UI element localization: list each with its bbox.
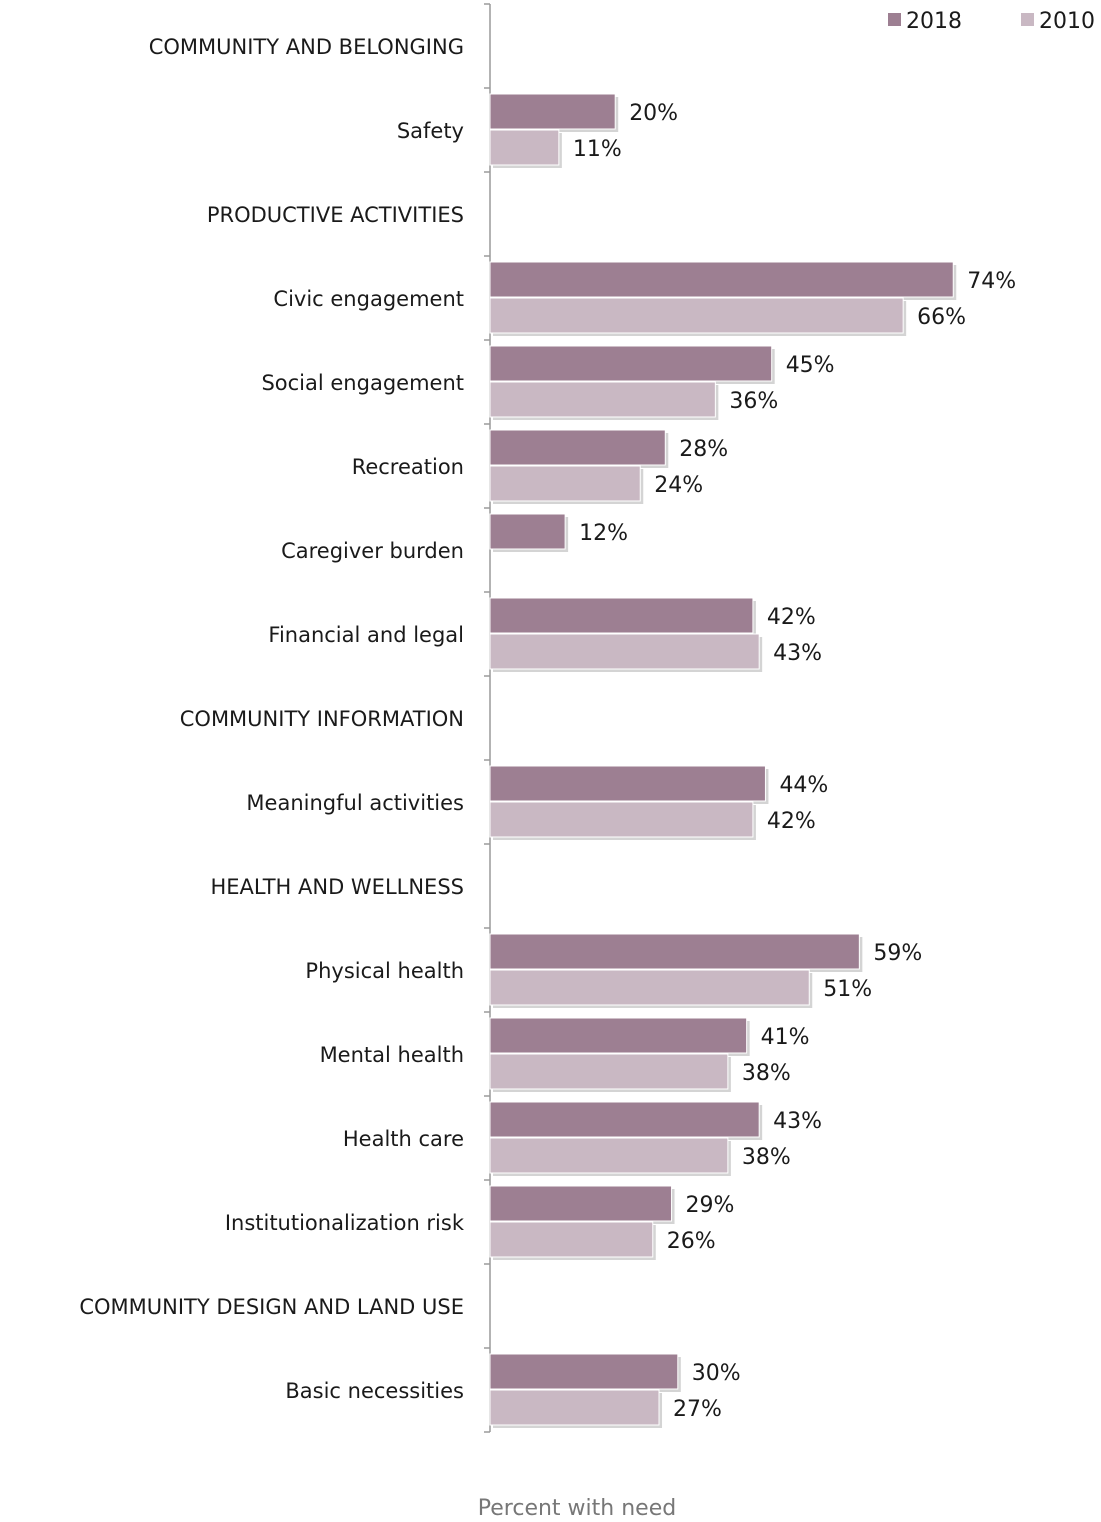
bars-layer bbox=[489, 93, 957, 1428]
category-label-civic-engagement: Civic engagement bbox=[273, 287, 464, 311]
value-label-social-engagement-2010: 36% bbox=[729, 389, 778, 414]
category-label-meaningful-activities: Meaningful activities bbox=[246, 791, 464, 815]
value-label-financial-and-legal-2010: 43% bbox=[773, 641, 822, 666]
value-label-safety-2010: 11% bbox=[573, 137, 622, 162]
value-label-safety-2018: 20% bbox=[629, 101, 678, 126]
category-label-social-engagement: Social engagement bbox=[261, 371, 464, 395]
value-label-physical-health-2018: 59% bbox=[873, 941, 922, 966]
category-label-basic-necessities: Basic necessities bbox=[285, 1379, 464, 1403]
bar-health-care-2018 bbox=[489, 1101, 760, 1138]
x-axis-label: Percent with need bbox=[478, 1496, 676, 1521]
bar-mental-health-2018 bbox=[489, 1017, 748, 1054]
legend-swatch-2010 bbox=[1021, 13, 1034, 26]
group-header-community-information: COMMUNITY INFORMATION bbox=[180, 707, 464, 731]
legend-label-2018: 2018 bbox=[906, 9, 962, 34]
bar-physical-health-2018 bbox=[489, 933, 860, 970]
bar-social-engagement-2010 bbox=[489, 381, 716, 418]
value-label-mental-health-2018: 41% bbox=[761, 1025, 810, 1050]
bar-safety-2010 bbox=[489, 129, 560, 166]
category-label-safety: Safety bbox=[397, 119, 464, 143]
value-label-health-care-2010: 38% bbox=[742, 1145, 791, 1170]
bar-meaningful-activities-2018 bbox=[489, 765, 766, 802]
bar-civic-engagement-2010 bbox=[489, 297, 904, 334]
value-label-institutionalization-risk-2018: 29% bbox=[686, 1193, 735, 1218]
category-label-institutionalization-risk: Institutionalization risk bbox=[225, 1211, 465, 1235]
bar-recreation-2018 bbox=[489, 429, 666, 466]
bar-recreation-2010 bbox=[489, 465, 641, 502]
value-label-civic-engagement-2010: 66% bbox=[917, 305, 966, 330]
value-label-financial-and-legal-2018: 42% bbox=[767, 605, 816, 630]
bar-health-care-2010 bbox=[489, 1137, 729, 1174]
bar-basic-necessities-2018 bbox=[489, 1353, 679, 1390]
value-label-basic-necessities-2010: 27% bbox=[673, 1397, 722, 1422]
group-header-community-and-belonging: COMMUNITY AND BELONGING bbox=[149, 35, 464, 59]
value-label-mental-health-2010: 38% bbox=[742, 1061, 791, 1086]
bar-mental-health-2010 bbox=[489, 1053, 729, 1090]
group-header-productive-activities: PRODUCTIVE ACTIVITIES bbox=[207, 203, 464, 227]
bar-institutionalization-risk-2018 bbox=[489, 1185, 673, 1222]
axis-layer bbox=[484, 3, 491, 1433]
group-header-community-design-and-land-use: COMMUNITY DESIGN AND LAND USE bbox=[79, 1295, 464, 1319]
legend: 2018 2010 bbox=[888, 9, 1095, 34]
value-label-institutionalization-risk-2010: 26% bbox=[667, 1229, 716, 1254]
bar-social-engagement-2018 bbox=[489, 345, 773, 382]
bar-financial-and-legal-2018 bbox=[489, 597, 754, 634]
value-label-health-care-2018: 43% bbox=[773, 1109, 822, 1134]
category-label-health-care: Health care bbox=[343, 1127, 464, 1151]
bar-basic-necessities-2010 bbox=[489, 1389, 660, 1426]
category-label-caregiver-burden: Caregiver burden bbox=[281, 539, 464, 563]
bar-financial-and-legal-2010 bbox=[489, 633, 760, 670]
bar-caregiver-burden-2018 bbox=[489, 513, 566, 550]
category-label-physical-health: Physical health bbox=[305, 959, 464, 983]
bar-physical-health-2010 bbox=[489, 969, 810, 1006]
category-label-recreation: Recreation bbox=[352, 455, 464, 479]
legend-label-2010: 2010 bbox=[1039, 9, 1095, 34]
value-label-meaningful-activities-2018: 44% bbox=[779, 773, 828, 798]
value-label-basic-necessities-2018: 30% bbox=[692, 1361, 741, 1386]
bar-meaningful-activities-2010 bbox=[489, 801, 754, 838]
labels-layer: COMMUNITY AND BELONGING Safety 20% 11% PRODU… bbox=[79, 35, 1016, 1422]
category-label-mental-health: Mental health bbox=[320, 1043, 464, 1067]
bar-institutionalization-risk-2010 bbox=[489, 1221, 654, 1258]
value-label-recreation-2010: 24% bbox=[654, 473, 703, 498]
legend-swatch-2018 bbox=[888, 13, 901, 26]
value-label-caregiver-burden-2018: 12% bbox=[579, 521, 628, 546]
bar-civic-engagement-2018 bbox=[489, 261, 954, 298]
value-label-meaningful-activities-2010: 42% bbox=[767, 809, 816, 834]
value-label-physical-health-2010: 51% bbox=[823, 977, 872, 1002]
value-label-social-engagement-2018: 45% bbox=[786, 353, 835, 378]
value-label-civic-engagement-2018: 74% bbox=[967, 269, 1016, 294]
category-label-financial-and-legal: Financial and legal bbox=[268, 623, 464, 647]
bar-safety-2018 bbox=[489, 93, 616, 130]
group-header-health-and-wellness: HEALTH AND WELLNESS bbox=[210, 875, 464, 899]
value-label-recreation-2018: 28% bbox=[679, 437, 728, 462]
